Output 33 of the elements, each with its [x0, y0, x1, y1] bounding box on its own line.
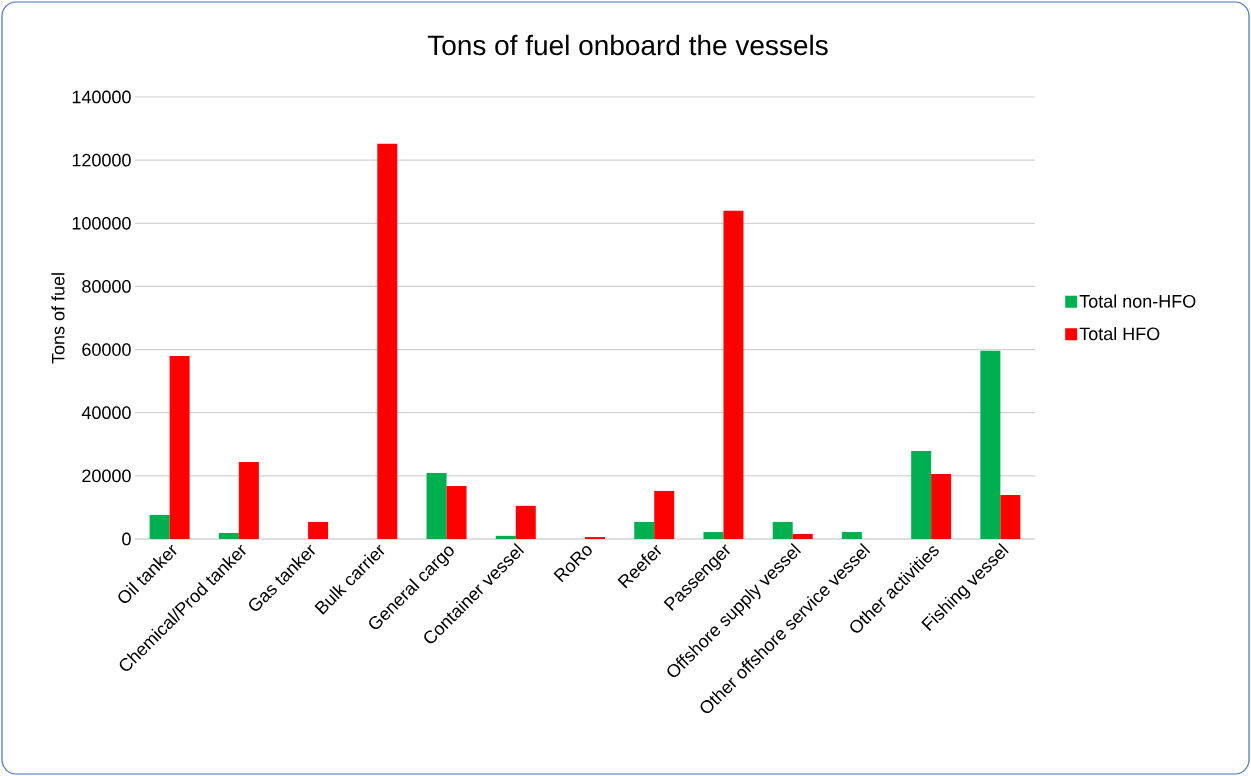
y-tick-label: 0	[122, 532, 131, 546]
bar	[703, 532, 724, 539]
bar	[308, 521, 329, 539]
bar	[841, 532, 862, 539]
bar	[446, 485, 467, 539]
bar	[792, 533, 813, 539]
bar	[495, 535, 516, 539]
bar	[634, 521, 655, 539]
legend-label: Total non-HFO	[1079, 294, 1196, 308]
chart-title: Tons of fuel onboard the vessels	[427, 34, 828, 56]
bar	[772, 521, 793, 539]
y-tick-label: 80000	[82, 280, 131, 293]
y-tick-label: 20000	[82, 469, 131, 483]
bar	[238, 461, 259, 539]
y-tick-label: 40000	[81, 406, 131, 420]
bar	[218, 532, 239, 539]
y-tick-label: 60000	[82, 343, 131, 356]
y-tick-label: 100000	[72, 216, 131, 230]
legend-label: Total HFO	[1079, 326, 1160, 341]
bar	[169, 355, 190, 539]
bar	[980, 350, 1001, 539]
bar	[1000, 495, 1021, 539]
bar	[149, 515, 170, 539]
bar	[377, 143, 398, 539]
bar	[515, 505, 536, 539]
bar	[654, 491, 675, 539]
bar	[426, 473, 447, 539]
bar	[911, 450, 932, 539]
y-axis-title: Tons of fuel	[51, 273, 65, 364]
bar	[931, 473, 952, 539]
y-tick-label: 120000	[72, 153, 131, 167]
bar	[723, 210, 744, 539]
y-tick-label: 140000	[72, 90, 131, 104]
